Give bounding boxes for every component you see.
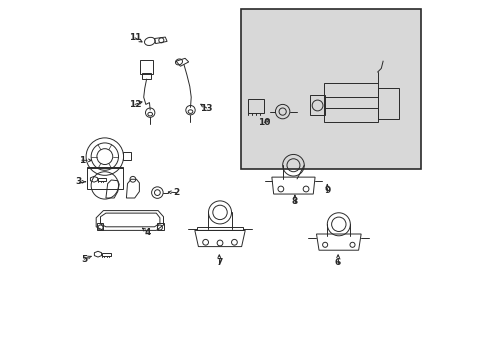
- Text: 6: 6: [334, 258, 341, 267]
- Text: 3: 3: [76, 177, 82, 186]
- Text: 2: 2: [173, 188, 179, 197]
- Text: 1: 1: [79, 156, 85, 165]
- Text: 7: 7: [216, 258, 222, 267]
- Text: 9: 9: [324, 186, 330, 195]
- Bar: [377, 88, 399, 119]
- Text: 4: 4: [144, 228, 150, 237]
- Bar: [102, 253, 111, 256]
- Text: 11: 11: [128, 33, 141, 42]
- Text: 13: 13: [200, 104, 212, 112]
- Text: 8: 8: [291, 197, 297, 206]
- Text: 12: 12: [128, 100, 141, 109]
- Bar: [323, 83, 377, 122]
- Bar: [247, 99, 264, 113]
- Text: 10: 10: [258, 118, 270, 127]
- Bar: [142, 73, 151, 79]
- Bar: [309, 95, 325, 115]
- Bar: [140, 60, 153, 74]
- Bar: [98, 178, 105, 181]
- Bar: [241, 9, 420, 169]
- Bar: [122, 152, 130, 160]
- Bar: [87, 167, 122, 189]
- Text: 5: 5: [81, 255, 87, 264]
